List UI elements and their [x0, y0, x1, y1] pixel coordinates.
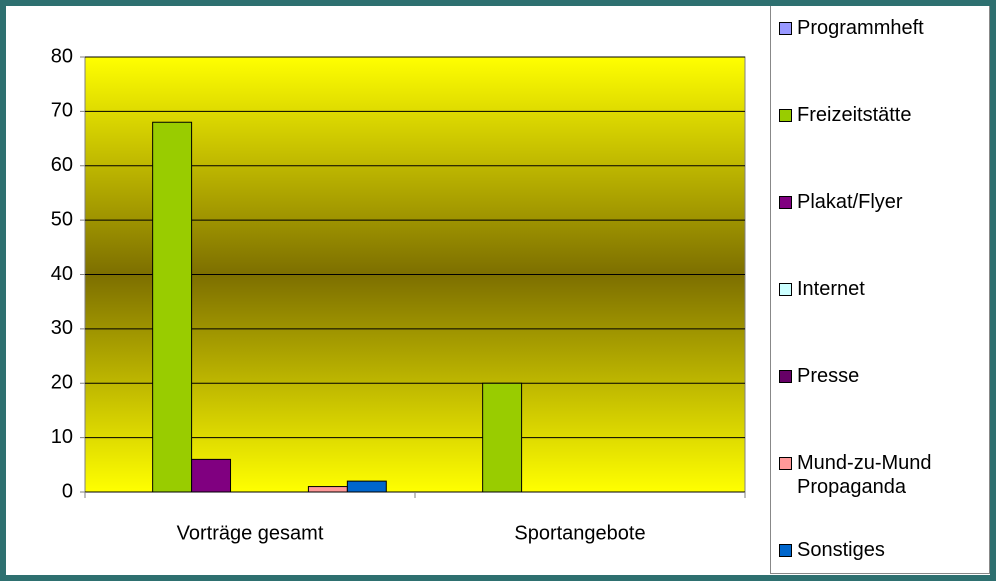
bar: [307, 486, 348, 493]
y-tick-label: 50: [51, 208, 73, 230]
y-tick-label: 30: [51, 317, 73, 339]
legend-item: Freizeitstätte: [779, 103, 979, 127]
x-tick-label: Vorträge gesamt: [177, 522, 324, 544]
y-tick-label: 60: [51, 154, 73, 176]
legend: Programmheft Freizeitstätte Plakat/Flyer In…: [770, 6, 990, 574]
legend-item: Presse: [779, 364, 979, 388]
y-tick-label: 70: [51, 100, 73, 122]
bar: [482, 382, 523, 493]
legend-swatch: [779, 109, 792, 122]
legend-item: Internet: [779, 277, 979, 301]
legend-label: Sonstiges: [797, 539, 885, 561]
legend-label: Plakat/Flyer: [797, 191, 903, 213]
chart-panel: 0 10 20 30 40 50 60 70 80 Vorträge gesamt Sportang…: [6, 6, 990, 575]
legend-label: Internet: [797, 278, 865, 300]
y-tick-label: 20: [51, 372, 73, 394]
y-tick-label: 80: [51, 45, 73, 67]
legend-swatch: [779, 22, 792, 35]
chart: 0 10 20 30 40 50 60 70 80 Vorträge gesamt Sportang…: [51, 45, 746, 544]
legend-item: Mund-zu-Mund Propaganda: [779, 451, 979, 499]
legend-swatch: [779, 457, 792, 470]
legend-item: Plakat/Flyer: [779, 190, 979, 214]
x-tick-label: Sportangebote: [514, 522, 645, 544]
y-tick-label: 10: [51, 426, 73, 448]
y-tick-label: 0: [62, 480, 73, 502]
legend-item: Programmheft: [779, 16, 979, 40]
legend-item: Sonstiges: [779, 538, 979, 562]
legend-swatch: [779, 370, 792, 383]
bar: [191, 458, 232, 493]
legend-label: Presse: [797, 365, 860, 387]
legend-swatch: [779, 283, 792, 296]
legend-label: Freizeitstätte: [797, 104, 912, 126]
bar: [152, 121, 193, 493]
legend-swatch: [779, 196, 792, 209]
legend-label: Programmheft: [797, 17, 924, 39]
bar: [346, 480, 387, 493]
y-tick-label: 40: [51, 263, 73, 285]
legend-label: Mund-zu-Mund Propaganda: [797, 452, 932, 498]
legend-swatch: [779, 544, 792, 557]
